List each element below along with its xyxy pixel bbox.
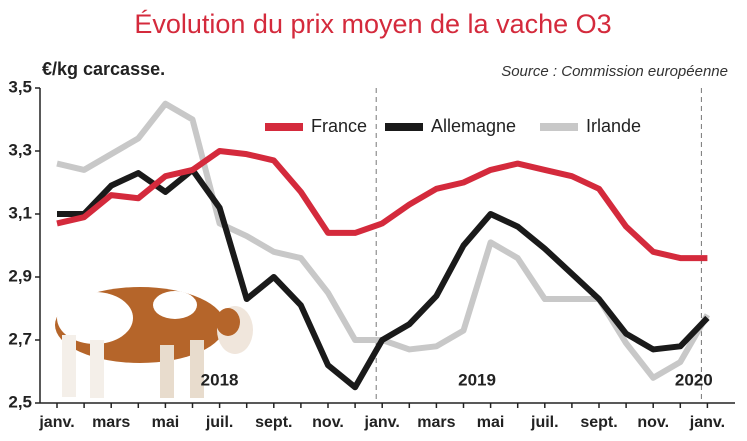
year-label: 2019 [458,370,496,389]
x-tick-label: nov. [312,414,344,431]
x-tick-label: janv. [38,414,74,431]
year-label: 2018 [201,370,239,389]
x-tick-label: mars [417,414,455,431]
y-tick-label: 3,5 [8,77,32,96]
year-label: 2020 [675,370,713,389]
x-tick-label: juil. [530,414,559,431]
y-tick-label: 3,3 [8,140,32,159]
series-line [57,166,710,391]
x-tick-label: juil. [205,414,234,431]
cow [55,287,253,398]
source: Source : Commission européenne [501,63,728,80]
x-tick-label: janv. [689,414,725,431]
x-tick-label: sept. [580,414,617,431]
chart-title: Évolution du prix moyen de la vache O3 [134,9,611,39]
x-tick-label: janv. [364,414,400,431]
x-tick-label: mai [477,414,505,431]
y-tick-label: 3,1 [8,203,32,222]
x-tick-label: sept. [255,414,292,431]
x-tick-label: mai [152,414,180,431]
series-line [56,148,708,262]
x-tick-label: nov. [637,414,669,431]
y-tick-label: 2,7 [8,329,32,348]
legend-label: Irlande [586,116,641,136]
y-axis-label: €/kg carcasse. [42,59,165,79]
y-tick-label: 2,9 [8,266,32,285]
y-tick-label: 2,5 [8,392,32,411]
legend-label: Allemagne [431,116,516,136]
x-tick-label: mars [92,414,130,431]
legend-label: France [311,116,367,136]
